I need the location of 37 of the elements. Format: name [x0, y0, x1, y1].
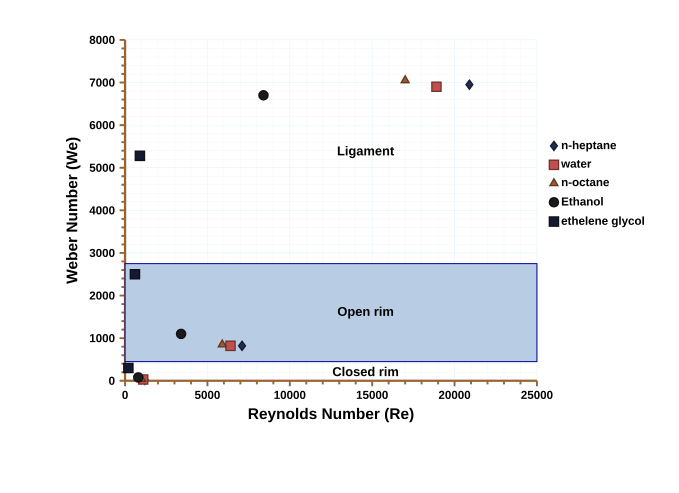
- point: [258, 90, 269, 100]
- x-tick-label: 5000: [194, 390, 220, 399]
- annotation: Closed rim: [332, 366, 398, 376]
- y-tick-label: 4000: [89, 206, 115, 214]
- point: [134, 150, 146, 161]
- y-tick-label: 3000: [90, 248, 115, 257]
- x-axis-title: Reynolds Number (Re): [248, 408, 414, 422]
- point: [130, 268, 140, 280]
- x-tick-label: 0: [122, 390, 128, 399]
- point: [218, 339, 227, 348]
- y-tick-label: 2000: [90, 291, 115, 300]
- legend-label: ethelene glycol: [562, 216, 644, 228]
- legend-label: n-octane: [562, 178, 610, 186]
- y-tick-label: 8000: [90, 36, 115, 44]
- point: [225, 340, 236, 352]
- y-tick-label: 0: [109, 376, 115, 385]
- x-tick-label: 20000: [438, 390, 470, 399]
- point: [465, 79, 474, 90]
- point: [176, 328, 186, 340]
- point: [238, 340, 246, 352]
- y-tick-label: 1000: [90, 334, 115, 342]
- y-tick-label: 5000: [90, 164, 115, 172]
- x-tick-label: 25000: [521, 390, 553, 399]
- legend-label: Ethanol: [562, 196, 603, 206]
- y-tick-label: 6000: [90, 120, 115, 130]
- annotation: Ligament: [338, 146, 394, 158]
- legend-label: water: [561, 160, 592, 168]
- y-axis-title: Weber Number (We): [66, 138, 80, 284]
- point: [123, 362, 134, 374]
- x-tick-label: 10000: [274, 390, 306, 399]
- legend-label: n-heptane: [562, 140, 616, 152]
- point: [400, 75, 410, 84]
- y-tick-label: 7000: [90, 78, 115, 87]
- point: [431, 81, 442, 92]
- band-label: Open rim: [338, 306, 394, 319]
- point: [132, 372, 144, 383]
- x-tick-label: 15000: [356, 390, 388, 399]
